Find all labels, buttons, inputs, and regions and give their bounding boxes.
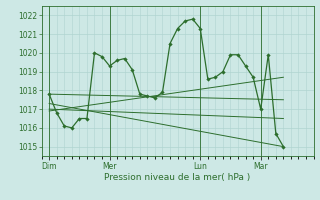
X-axis label: Pression niveau de la mer( hPa ): Pression niveau de la mer( hPa ) [104, 173, 251, 182]
